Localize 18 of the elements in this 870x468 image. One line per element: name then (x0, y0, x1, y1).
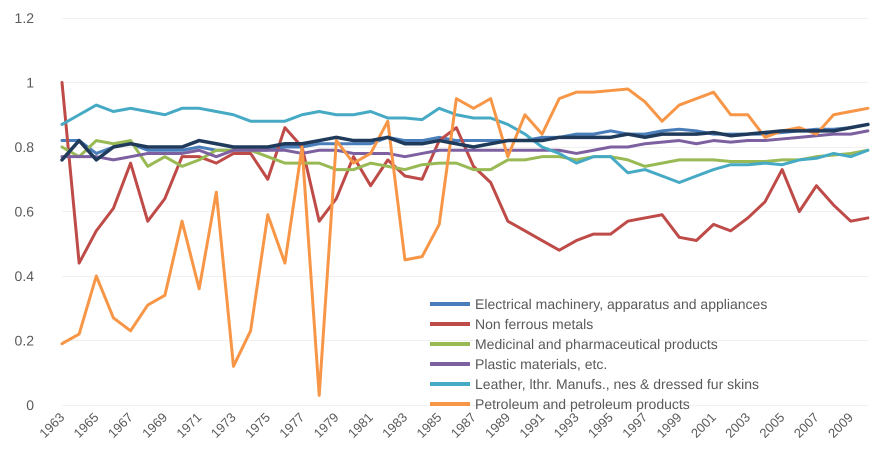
line-series (60, 122, 870, 162)
y-tick-label: 1 (26, 74, 34, 90)
y-tick-label: 0.4 (14, 268, 34, 284)
line-series (60, 87, 870, 397)
line-series (60, 129, 870, 162)
y-tick-label: 0.6 (14, 204, 34, 220)
y-tick-label: 0 (26, 397, 34, 413)
legend-label: Petroleum and petroleum products (475, 396, 690, 412)
legend-label: Non ferrous metals (475, 316, 594, 332)
line-series (60, 81, 870, 265)
y-tick-label: 1.2 (14, 10, 34, 26)
line-series (60, 104, 870, 184)
legend-label: Medicinal and pharmaceutical products (475, 336, 718, 352)
y-tick-label: 0.8 (14, 139, 34, 155)
legend-label: Plastic materials, etc. (475, 356, 608, 372)
legend-label: Leather, lthr. Manufs., nes & dressed fur skins (475, 376, 760, 392)
y-tick-label: 0.2 (14, 332, 34, 348)
legend-label: Electrical machinery, apparatus and appliances (475, 296, 768, 312)
